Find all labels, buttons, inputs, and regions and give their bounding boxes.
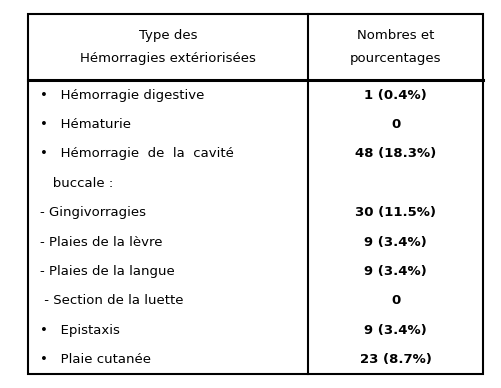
Text: 23 (8.7%): 23 (8.7%) bbox=[360, 353, 432, 366]
Text: Nombres et: Nombres et bbox=[357, 29, 434, 42]
Text: - Gingivorragies: - Gingivorragies bbox=[40, 206, 146, 219]
Text: •   Hémorragie digestive: • Hémorragie digestive bbox=[40, 88, 204, 102]
Text: Type des: Type des bbox=[139, 29, 197, 42]
Text: 9 (3.4%): 9 (3.4%) bbox=[364, 265, 427, 278]
Text: - Plaies de la langue: - Plaies de la langue bbox=[40, 265, 175, 278]
Text: •   Epistaxis: • Epistaxis bbox=[40, 324, 120, 337]
Text: 9 (3.4%): 9 (3.4%) bbox=[364, 324, 427, 337]
Text: 0: 0 bbox=[391, 118, 400, 131]
Text: buccale :: buccale : bbox=[40, 177, 113, 190]
Text: - Plaies de la lèvre: - Plaies de la lèvre bbox=[40, 236, 163, 249]
Text: 9 (3.4%): 9 (3.4%) bbox=[364, 236, 427, 249]
Text: •   Hématurie: • Hématurie bbox=[40, 118, 131, 131]
Text: Hémorragies extériorisées: Hémorragies extériorisées bbox=[80, 52, 256, 65]
Text: 30 (11.5%): 30 (11.5%) bbox=[355, 206, 436, 219]
Text: - Section de la luette: - Section de la luette bbox=[40, 294, 183, 307]
Text: 48 (18.3%): 48 (18.3%) bbox=[355, 147, 436, 160]
Text: •   Plaie cutanée: • Plaie cutanée bbox=[40, 353, 151, 366]
Text: pourcentages: pourcentages bbox=[350, 52, 441, 65]
Text: 1 (0.4%): 1 (0.4%) bbox=[364, 88, 427, 102]
Text: •   Hémorragie  de  la  cavité: • Hémorragie de la cavité bbox=[40, 147, 234, 160]
Text: 0: 0 bbox=[391, 294, 400, 307]
